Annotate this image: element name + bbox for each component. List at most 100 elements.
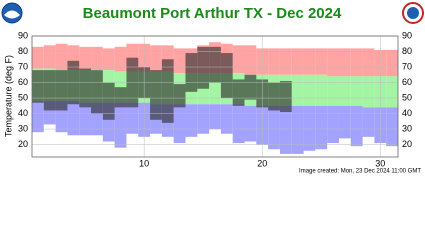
observed-bar: [185, 53, 198, 92]
record-high-band: [173, 48, 186, 74]
footer: Image created: Mon, 23 Dec 2024 11:00 GM…: [299, 169, 421, 175]
normal-band: [209, 73, 221, 105]
normal-band: [338, 76, 351, 106]
y-tick-label-right: 90: [402, 30, 412, 40]
record-low-band: [362, 107, 375, 137]
record-low-band: [279, 105, 292, 154]
y-tick-label-right: 70: [402, 61, 412, 71]
y-tick-label: 20: [18, 139, 28, 149]
chart: Beaumont Port Arthur TX - Dec 2024 Tempe…: [0, 0, 425, 175]
record-low-band: [209, 104, 221, 130]
y-tick-label-right: 20: [402, 139, 412, 149]
y-tick-label: 80: [18, 46, 28, 56]
record-high-band: [291, 48, 304, 75]
record-low-band: [114, 102, 127, 148]
record-low-band: [32, 101, 44, 133]
y-tick-label: 90: [18, 30, 28, 40]
record-low-band: [303, 105, 316, 151]
record-low-band: [291, 105, 304, 154]
y-tick-label-right: 80: [402, 46, 412, 56]
observed-bar: [91, 70, 103, 114]
record-high-band: [43, 45, 56, 69]
observed-bar: [79, 68, 92, 108]
normal-band: [350, 76, 363, 106]
record-high-band: [268, 48, 280, 75]
record-high-band: [161, 45, 174, 72]
record-high-band: [315, 48, 328, 75]
record-high-band: [338, 48, 351, 77]
record-low-band: [386, 107, 398, 147]
x-tick-label: 10: [139, 158, 149, 168]
record-low-band: [268, 105, 280, 150]
record-low-band: [197, 104, 210, 134]
record-low-band: [43, 101, 56, 125]
normal-band: [327, 76, 339, 106]
observed-bar: [150, 70, 162, 120]
record-low-band: [338, 105, 351, 139]
record-high-band: [327, 48, 339, 77]
plot-frame: [31, 35, 399, 158]
record-high-band: [114, 46, 127, 72]
y-tick-label-right: 30: [402, 123, 412, 133]
record-high-band: [102, 48, 115, 71]
observed-bar: [173, 84, 186, 108]
record-high-band: [279, 48, 292, 75]
record-high-band: [55, 43, 68, 71]
y-tick-label-right: 60: [402, 77, 412, 87]
noaa-logo-mark: [4, 10, 20, 19]
observed-bar: [43, 70, 56, 111]
record-low-band: [173, 104, 186, 144]
record-low-band: [126, 102, 139, 134]
record-low-band: [91, 102, 103, 136]
nws-logo-mark: [407, 7, 419, 19]
record-high-band: [303, 48, 316, 75]
record-low-band: [102, 102, 115, 142]
y-tick-label: 50: [18, 92, 28, 102]
record-low-band: [79, 102, 92, 136]
y-tick-label: 40: [18, 108, 28, 118]
record-low-band: [232, 104, 245, 144]
record-high-band: [91, 46, 103, 71]
y-tick-label-right: 50: [402, 92, 412, 102]
record-low-band: [55, 101, 68, 133]
record-low-band: [350, 105, 363, 147]
observed-bar: [32, 70, 44, 103]
observed-bar: [114, 87, 127, 108]
record-high-band: [32, 46, 44, 69]
normal-band: [303, 74, 316, 106]
observed-bar: [244, 74, 257, 100]
record-high-band: [150, 45, 162, 72]
observed-bar: [161, 59, 174, 123]
record-high-band: [67, 45, 80, 71]
observed-bar: [232, 79, 245, 106]
normal-band: [362, 76, 375, 108]
y-tick-label: 70: [18, 61, 28, 71]
record-high-band: [232, 45, 245, 74]
record-high-band: [79, 46, 92, 71]
observed-bar: [197, 46, 210, 89]
observed-bar: [209, 46, 221, 83]
observed-bar: [268, 82, 280, 111]
record-low-band: [315, 105, 328, 150]
record-low-band: [185, 104, 198, 137]
record-low-band: [327, 105, 339, 144]
record-low-band: [67, 101, 80, 136]
record-high-band: [350, 48, 363, 77]
normal-band: [386, 76, 398, 108]
observed-bar: [55, 70, 68, 111]
y-tick-label: 30: [18, 123, 28, 133]
x-tick-label: 30: [375, 158, 385, 168]
y-tick-label: 60: [18, 77, 28, 87]
record-high-band: [362, 48, 375, 77]
chart-title: Beaumont Port Arthur TX - Dec 2024: [83, 5, 342, 22]
observed-bar: [102, 82, 115, 120]
record-high-band: [386, 49, 398, 77]
record-low-band: [244, 105, 257, 142]
observed-bar: [220, 53, 233, 99]
y-axis-label: Temperature (deg F): [3, 55, 13, 137]
normal-band: [291, 74, 304, 106]
normal-band: [315, 74, 328, 106]
record-low-band: [220, 104, 233, 134]
observed-bar: [279, 80, 292, 113]
record-high-band: [244, 45, 257, 75]
